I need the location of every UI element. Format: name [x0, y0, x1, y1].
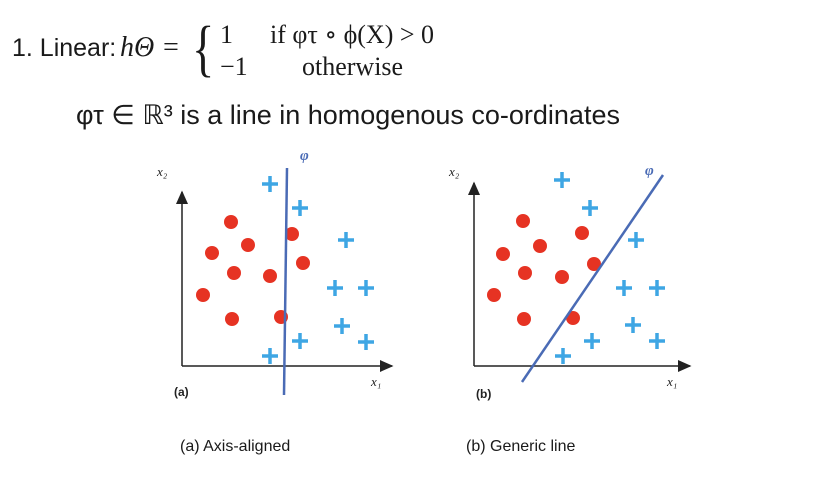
case1-value: 1	[220, 20, 233, 49]
red-point	[225, 312, 239, 326]
caption-b: (b) Generic line	[466, 438, 575, 455]
panel-label-b: (b)	[476, 387, 491, 401]
line-label-b: φ	[645, 163, 654, 179]
red-point	[555, 270, 569, 284]
blue-plus	[584, 333, 600, 349]
red-point	[296, 256, 310, 270]
blue-plus	[327, 280, 343, 296]
blue-plus	[625, 317, 641, 333]
line-description: φτ ∈ ℝ³ is a line in homogenous co-ordin…	[76, 100, 620, 130]
blue-plus	[292, 333, 308, 349]
red-point	[263, 269, 277, 283]
blue-plus	[334, 318, 350, 334]
red-point	[587, 257, 601, 271]
blue-plus	[554, 172, 570, 188]
blue-plus	[262, 348, 278, 364]
blue-plus	[292, 200, 308, 216]
red-point	[241, 238, 255, 252]
blue-plus	[582, 200, 598, 216]
panel-label-a: (a)	[174, 385, 189, 399]
red-point	[516, 214, 530, 228]
cases-brace: {	[192, 15, 215, 83]
formula-function: hΘ =	[120, 32, 181, 63]
red-point	[224, 215, 238, 229]
red-point	[533, 239, 547, 253]
blue-plus	[649, 280, 665, 296]
case1-condition: if φτ ∘ ϕ(X) > 0	[270, 20, 435, 49]
x-axis-label-a: x₁	[370, 374, 381, 389]
caption-a: (a) Axis-aligned	[180, 438, 290, 455]
y-axis-label-b: x₂	[448, 164, 460, 179]
red-point	[575, 226, 589, 240]
blue-plus	[262, 176, 278, 192]
case2-condition: otherwise	[302, 52, 404, 81]
red-point	[496, 247, 510, 261]
separator-line-a	[282, 167, 289, 396]
blue-plus	[338, 232, 354, 248]
formula-prefix: 1. Linear:	[12, 34, 117, 62]
red-point	[487, 288, 501, 302]
separator-line-b	[520, 174, 665, 383]
red-point	[196, 288, 210, 302]
blue-plus	[649, 333, 665, 349]
case2-value: −1	[220, 52, 248, 81]
red-point	[566, 311, 580, 325]
red-point	[205, 246, 219, 260]
diagram-axis-aligned: x₂ x₁ (a) φ	[156, 148, 394, 399]
line-label-a: φ	[300, 148, 309, 164]
x-axis-label-b: x₁	[666, 374, 677, 389]
red-point	[517, 312, 531, 326]
red-point	[518, 266, 532, 280]
red-point	[227, 266, 241, 280]
blue-plus	[358, 280, 374, 296]
y-axis-label-a: x₂	[156, 164, 168, 179]
blue-plus	[628, 232, 644, 248]
blue-plus	[358, 334, 374, 350]
linear-formula: 1. Linear: hΘ = { 1 if φτ ∘ ϕ(X) > 0 −1 …	[12, 15, 812, 83]
blue-plus	[616, 280, 632, 296]
blue-plus	[555, 348, 571, 364]
red-point	[285, 227, 299, 241]
diagram-generic-line: x₂ x₁ (b) φ	[448, 163, 692, 401]
